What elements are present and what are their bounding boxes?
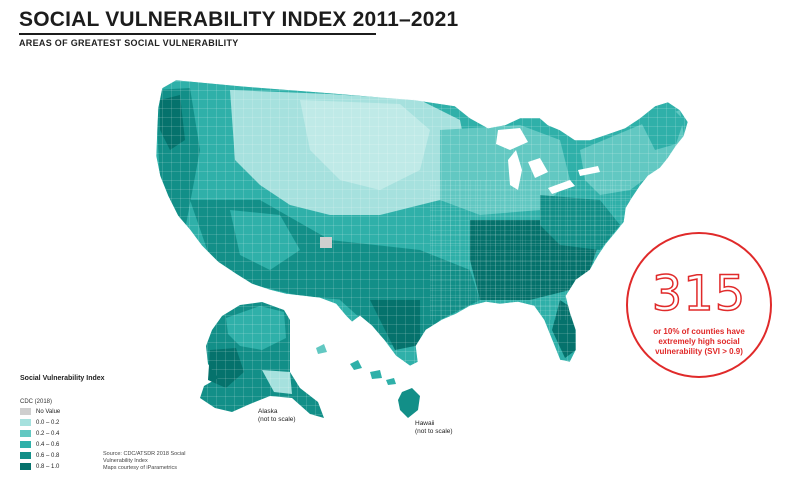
callout-number: 315 (651, 266, 747, 322)
hawaii-label: Hawaii (not to scale) (415, 420, 453, 436)
source-line: Source: CDC/ATSDR 2018 Social (103, 451, 186, 457)
lake-ontario (578, 166, 600, 176)
legend-swatch (20, 408, 31, 415)
alaska-label: Alaska (not to scale) (258, 408, 296, 424)
hawaii-inset (316, 344, 420, 418)
legend-swatch (20, 430, 31, 437)
lake-superior (496, 128, 528, 150)
lake-erie (548, 180, 575, 194)
legend-item-0.2-0.4: 0.2 – 0.4 (20, 428, 60, 439)
page-subtitle: AREAS OF GREATEST SOCIAL VULNERABILITY (19, 38, 239, 48)
callout-text: or 10% of counties have extremely high s… (653, 327, 745, 356)
legend-subtitle: CDC (2018) (20, 399, 53, 405)
legend-item-no-value: No Value (20, 406, 60, 417)
legend-swatch (20, 463, 31, 470)
legend-swatch (20, 419, 31, 426)
legend-label: 0.6 – 0.8 (36, 452, 60, 459)
hawaii-name: Hawaii (415, 420, 435, 427)
legend-label: 0.4 – 0.6 (36, 441, 60, 448)
legend-label: No Value (36, 408, 61, 415)
legend-swatch (20, 452, 31, 459)
legend-item-0.8-1.0: 0.8 – 1.0 (20, 461, 60, 472)
legend-label: 0.8 – 1.0 (36, 463, 60, 470)
title-underline (19, 33, 376, 35)
source-note: Source: CDC/ATSDR 2018 Social Vulnerabil… (103, 451, 213, 472)
legend: No Value 0.0 – 0.2 0.2 – 0.4 0.4 – 0.6 0… (20, 406, 60, 472)
callout-circle: 315 or 10% of counties have extremely hi… (626, 232, 772, 378)
hawaii-note: (not to scale) (415, 428, 453, 435)
alaska-inset (200, 302, 324, 418)
page-title: SOCIAL VULNERABILITY INDEX 2011–2021 (19, 8, 459, 31)
legend-label: 0.2 – 0.4 (36, 430, 60, 437)
alaska-note: (not to scale) (258, 416, 296, 423)
legend-title: Social Vulnerability Index (20, 375, 105, 382)
legend-item-0.4-0.6: 0.4 – 0.6 (20, 439, 60, 450)
lake-huron (528, 158, 548, 178)
legend-label: 0.0 – 0.2 (36, 419, 60, 426)
alaska-name: Alaska (258, 408, 278, 415)
source-line: Vulnerability Index (103, 458, 148, 464)
legend-swatch (20, 441, 31, 448)
legend-item-0-0.2: 0.0 – 0.2 (20, 417, 60, 428)
source-line: Maps courtesy of iParametrics (103, 465, 177, 471)
legend-item-0.6-0.8: 0.6 – 0.8 (20, 450, 60, 461)
lake-michigan (508, 150, 522, 190)
